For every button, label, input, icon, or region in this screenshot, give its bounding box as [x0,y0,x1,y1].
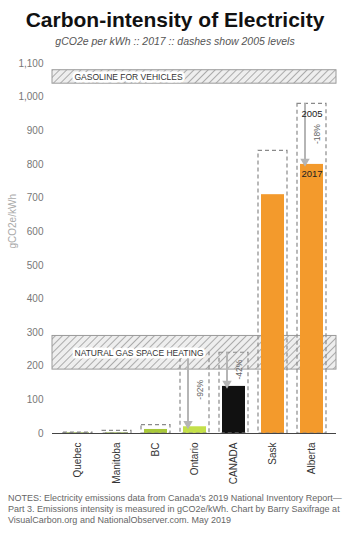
svg-text:700: 700 [27,192,44,203]
svg-text:2005: 2005 [301,108,322,119]
svg-text:400: 400 [27,293,44,304]
svg-text:NATURAL GAS SPACE HEATING: NATURAL GAS SPACE HEATING [75,347,204,357]
svg-text:600: 600 [27,226,44,237]
svg-text:-42%: -42% [234,359,244,379]
svg-text:1,100: 1,100 [18,58,43,69]
svg-text:-18%: -18% [312,124,322,144]
svg-text:2017: 2017 [301,168,322,179]
svg-text:300: 300 [27,327,44,338]
svg-text:100: 100 [27,394,44,405]
svg-text:1,000: 1,000 [18,91,43,102]
svg-text:BC: BC [150,443,161,457]
html-text:Carbon-intensity of Electricit: Carbon-intensity of Electricity [25,8,325,31]
svg-text:gCO2e/kWh: gCO2e/kWh [7,194,18,248]
svg-text:900: 900 [27,125,44,136]
svg-text:800: 800 [27,159,44,170]
svg-text:500: 500 [27,260,44,271]
svg-text:0: 0 [38,428,44,439]
svg-text:Manitoba: Manitoba [111,442,122,484]
svg-text:Ontario: Ontario [189,442,200,475]
html-text:gCO2e per kWh :: 2017 :: dashe: gCO2e per kWh :: 2017 :: dashes show 200… [55,35,295,47]
svg-text:CANADA: CANADA [228,442,239,484]
svg-text:Quebec: Quebec [72,443,83,478]
svg-text:Sask: Sask [267,442,278,465]
svg-text:200: 200 [27,360,44,371]
svg-text:GASOLINE FOR VEHICLES: GASOLINE FOR VEHICLES [75,72,183,82]
svg-text:-92%: -92% [195,379,205,399]
svg-text:Alberta: Alberta [306,442,317,474]
html-text:NOTES: Electricity emissions d: NOTES: Electricity emissions data from C… [8,493,342,525]
